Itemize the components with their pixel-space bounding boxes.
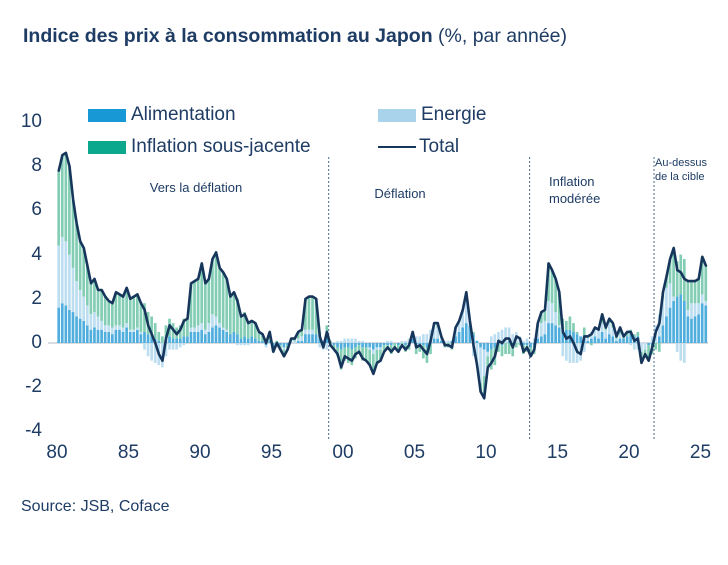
alimentation-swatch bbox=[88, 108, 126, 122]
y-tick-label: 4 bbox=[31, 243, 42, 265]
title-main: Indice des prix à la consommation au Jap… bbox=[23, 25, 433, 47]
annotation-vers-la-deflation: Vers la déflation bbox=[149, 180, 243, 195]
y-tick-label: -4 bbox=[25, 420, 42, 442]
legend-label-inflation-sous-jacente: Inflation sous-jacente bbox=[131, 136, 311, 157]
y-tick-label: 6 bbox=[31, 199, 42, 221]
legend-label-total: Total bbox=[419, 136, 460, 157]
chart-area: 10 8 6 4 2 0 -2 -4 80 85 90 95 00 05 10 15 20 25 Vers la… bbox=[0, 95, 728, 475]
legend-item-alimentation: Alimentation bbox=[88, 104, 236, 126]
inflation-sous-jacente-swatch bbox=[88, 140, 126, 154]
y-tick-label: 10 bbox=[20, 111, 42, 132]
y-tick-label: 8 bbox=[31, 155, 42, 177]
x-tick-label: 10 bbox=[475, 442, 497, 463]
x-tick-label: 95 bbox=[260, 442, 283, 463]
legend-item-energie: Energie bbox=[378, 104, 487, 126]
legend-label-energie: Energie bbox=[421, 104, 487, 125]
legend-item-total: Total bbox=[378, 136, 459, 158]
annotation-au-dessus-de-la-cible: Au-dessus de la cible bbox=[655, 157, 707, 183]
x-tick-label: 05 bbox=[403, 442, 426, 463]
y-tick-label: 2 bbox=[31, 287, 42, 309]
cpi-chart-svg bbox=[48, 151, 708, 440]
title-unit: (%, par année) bbox=[432, 25, 568, 47]
page-title: Indice des prix à la consommation au Jap… bbox=[23, 24, 579, 49]
source-note: Source: JSB, Coface bbox=[21, 498, 170, 515]
bars-energie bbox=[57, 236, 708, 383]
x-tick-label: 90 bbox=[189, 442, 211, 463]
annotation-inflation-moderee: Inflation modérée bbox=[549, 174, 601, 206]
y-tick-label: 0 bbox=[31, 332, 42, 353]
x-tick-label: 80 bbox=[46, 442, 68, 463]
legend-label-alimentation: Alimentation bbox=[131, 104, 236, 125]
y-tick-label: -2 bbox=[25, 376, 42, 398]
x-tick-label: 00 bbox=[332, 442, 354, 463]
x-tick-label: 85 bbox=[117, 442, 140, 463]
total-line bbox=[57, 151, 708, 400]
x-tick-label: 20 bbox=[618, 442, 640, 463]
annotation-deflation: Déflation bbox=[374, 186, 426, 201]
energie-swatch bbox=[378, 108, 416, 122]
x-tick-label: 15 bbox=[546, 442, 569, 463]
x-tick-label: 25 bbox=[689, 442, 712, 463]
legend-item-inflation-sous-jacente: Inflation sous-jacente bbox=[88, 136, 311, 158]
total-line-swatch bbox=[378, 145, 416, 149]
